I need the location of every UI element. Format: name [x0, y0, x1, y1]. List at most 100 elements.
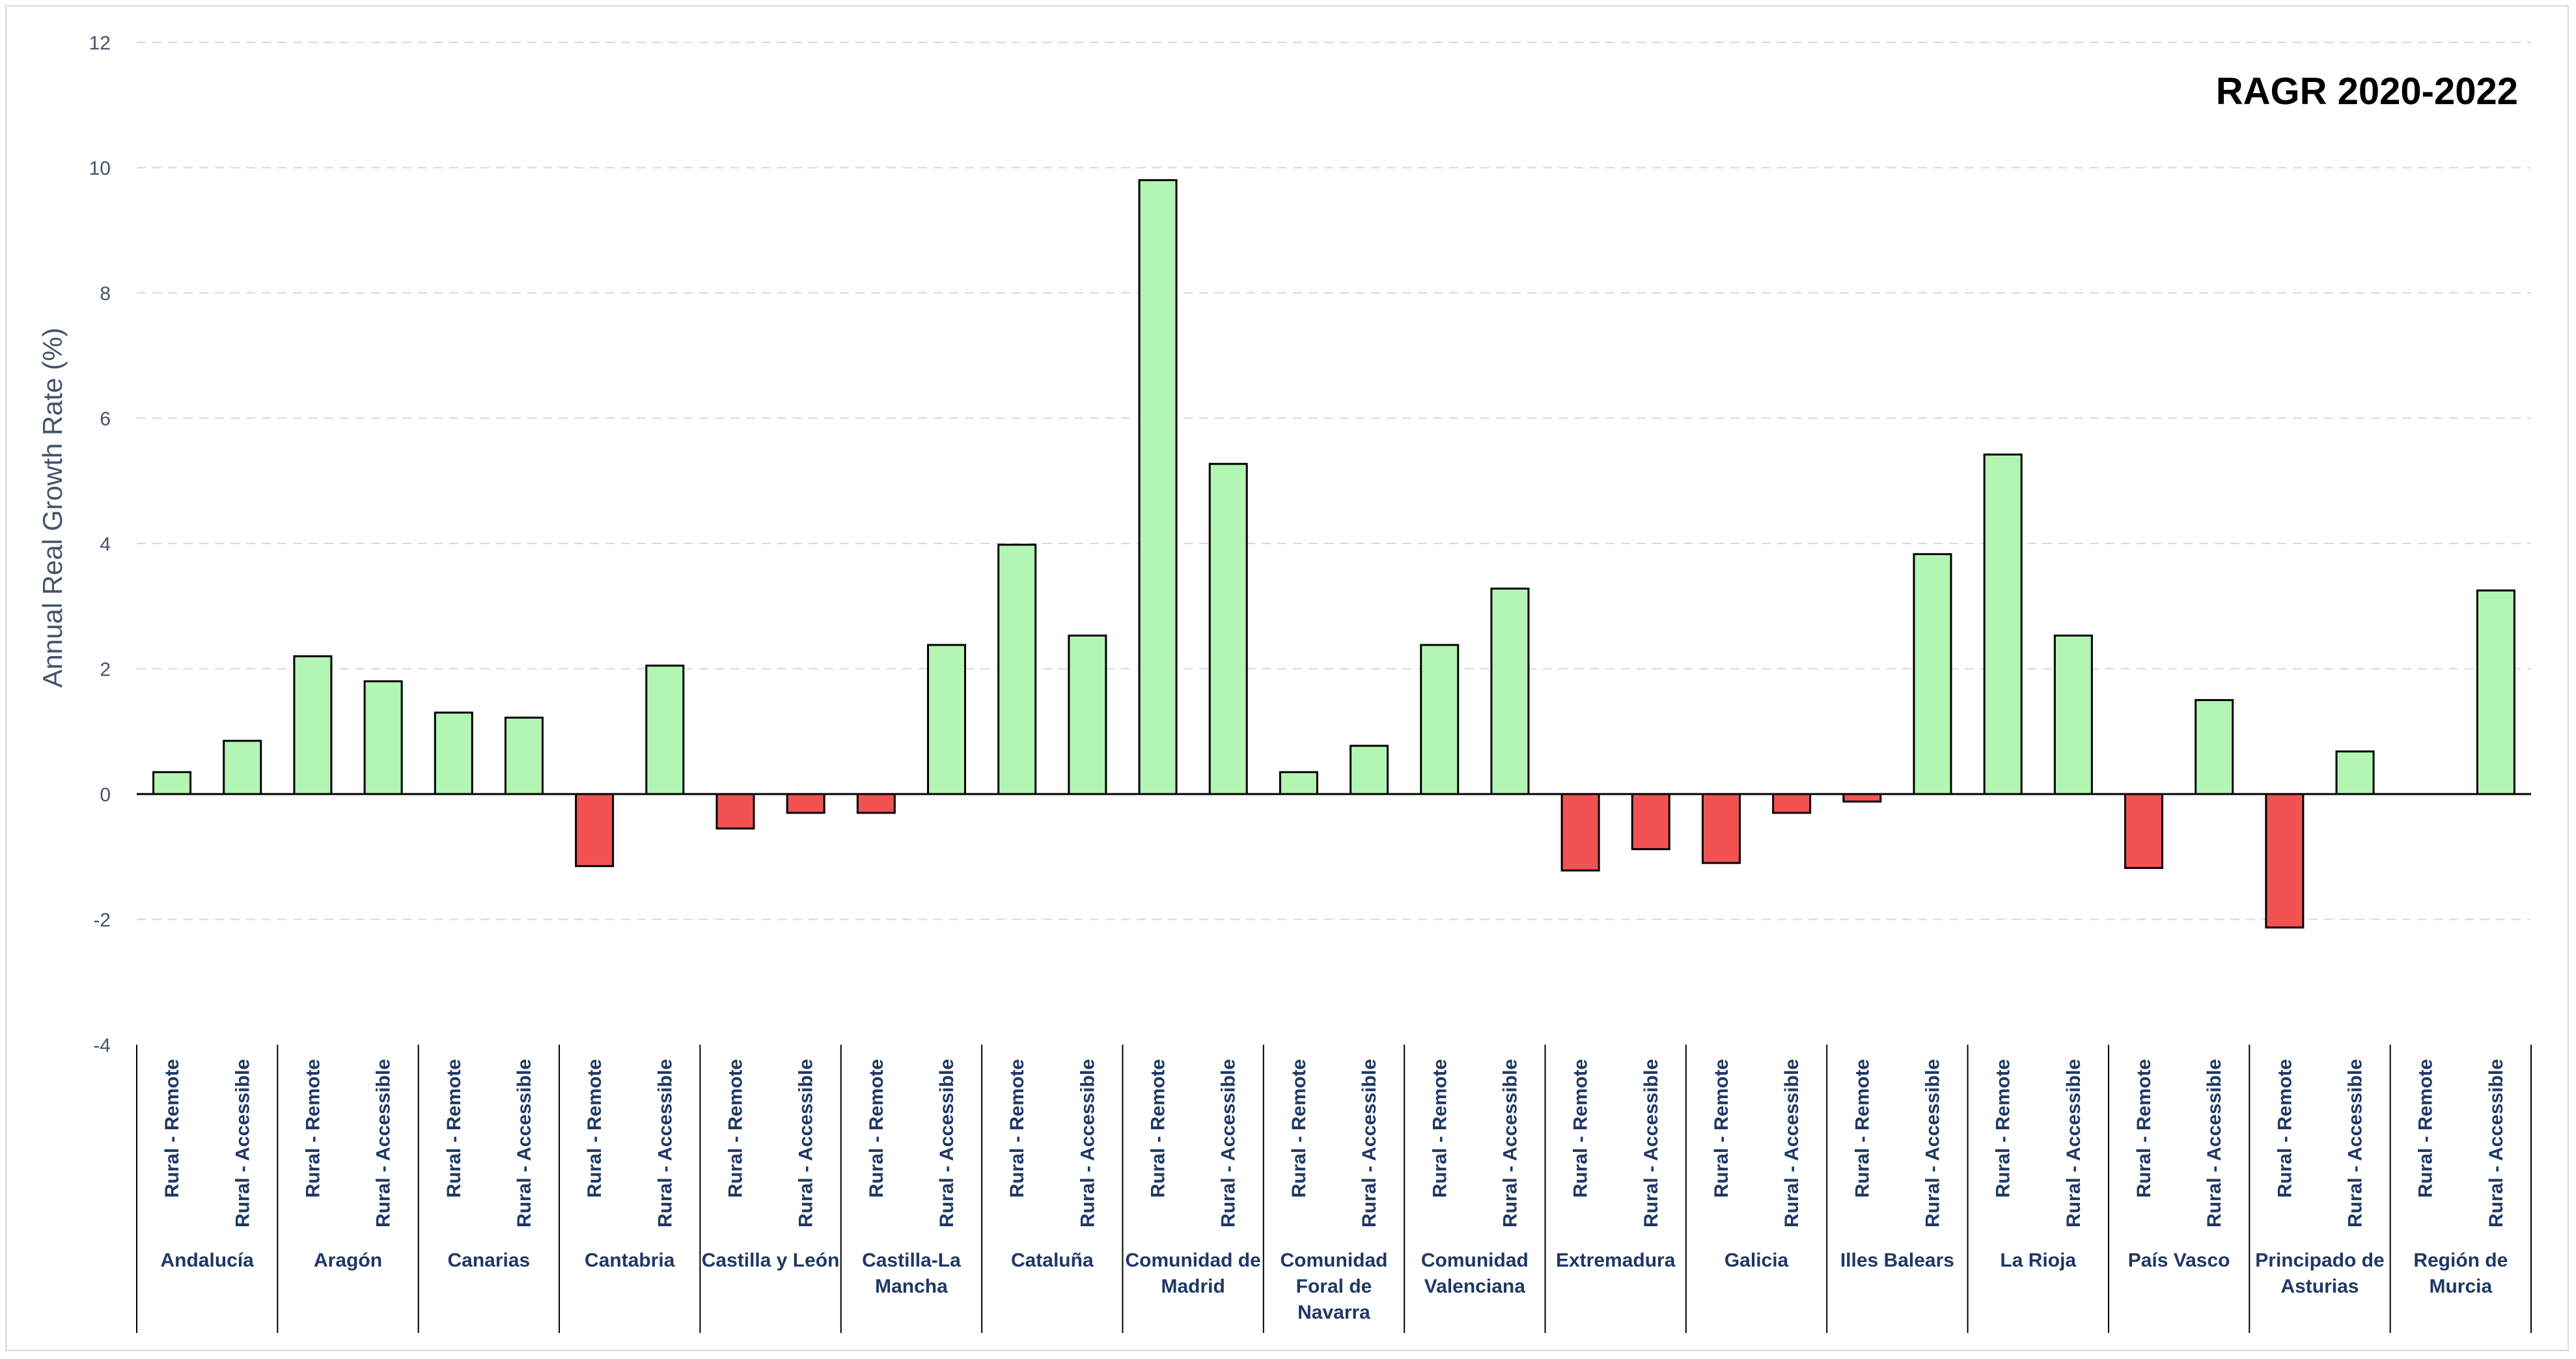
x-subcategory-label: Rural - Remote — [725, 1059, 747, 1198]
bar — [1560, 793, 1600, 872]
x-group-label: Extremadura — [1556, 1250, 1676, 1271]
x-subcategory-label: Rural - Remote — [866, 1059, 887, 1198]
x-group-label: Comunidad — [1421, 1250, 1529, 1271]
x-subcategory-label: Rural - Accessible — [2486, 1059, 2507, 1228]
bar — [1208, 463, 1248, 795]
bar — [223, 739, 262, 795]
bar — [293, 655, 333, 795]
bar — [1350, 745, 1389, 795]
x-subcategory-label: Rural - Accessible — [2345, 1059, 2366, 1228]
x-group-label: Comunidad de — [1125, 1250, 1260, 1271]
x-group-label: Canarias — [448, 1250, 531, 1271]
y-tick-label: 2 — [100, 659, 111, 681]
bar — [2335, 750, 2375, 795]
y-axis-label: Annual Real Growth Rate (%) — [37, 327, 68, 687]
bar — [786, 793, 825, 814]
bar — [434, 711, 473, 795]
bar — [1913, 553, 1952, 795]
x-subcategory-label: Rural - Accessible — [1641, 1059, 1662, 1228]
x-subcategory-label: Rural - Remote — [1711, 1059, 1732, 1198]
bar — [1420, 644, 1460, 795]
x-group-label: Madrid — [1161, 1276, 1225, 1297]
x-subcategory-label: Rural - Remote — [1006, 1059, 1028, 1198]
bar — [2265, 793, 2305, 929]
y-tick-label: 12 — [89, 33, 111, 54]
x-group-label: Cataluña — [1011, 1250, 1094, 1271]
x-subcategory-label: Rural - Accessible — [1359, 1059, 1380, 1228]
x-subcategory-label: Rural - Accessible — [796, 1059, 817, 1228]
x-subcategory-label: Rural - Remote — [1851, 1059, 1873, 1198]
x-group-label: La Rioja — [2000, 1250, 2076, 1271]
x-group-label: Comunidad — [1281, 1250, 1388, 1271]
x-subcategory-label: Rural - Accessible — [1077, 1059, 1098, 1228]
x-subcategory-label: Rural - Accessible — [936, 1059, 958, 1228]
bar — [927, 644, 967, 795]
x-group-label: Foral de — [1296, 1276, 1372, 1297]
chart-title: RAGR 2020-2022 — [2216, 70, 2518, 113]
x-subcategory-label: Rural - Accessible — [2063, 1059, 2084, 1228]
x-subcategory-label: Rural - Accessible — [514, 1059, 535, 1228]
x-group-label: Cantabria — [585, 1250, 675, 1271]
bar — [1842, 793, 1882, 803]
x-subcategory-label: Rural - Remote — [2133, 1059, 2155, 1198]
x-subcategory-label: Rural - Accessible — [654, 1059, 676, 1228]
x-subcategory-label: Rural - Remote — [1288, 1059, 1310, 1198]
x-group-label: Asturias — [2280, 1276, 2359, 1297]
y-tick-label: 6 — [100, 409, 111, 430]
x-group-label: Murcia — [2429, 1276, 2492, 1297]
x-subcategory-label: Rural - Remote — [1429, 1059, 1450, 1198]
x-group-label: Navarra — [1297, 1302, 1370, 1323]
x-subcategory-label: Rural - Accessible — [373, 1059, 395, 1228]
x-group-label: Región de — [2413, 1250, 2508, 1271]
x-subcategory-label: Rural - Accessible — [1781, 1059, 1803, 1228]
x-subcategory-label: Rural - Remote — [1570, 1059, 1592, 1198]
axes: -4 -2 0 2 4 6 8 10 12 — [89, 33, 2532, 1333]
x-subcategory-label: Rural - Remote — [1148, 1059, 1169, 1198]
bar — [856, 793, 896, 814]
x-group-label: Principado de — [2255, 1250, 2384, 1271]
x-subcategory-label: Rural - Accessible — [2204, 1059, 2225, 1228]
bar — [363, 680, 403, 795]
chart-frame: -4 -2 0 2 4 6 8 10 12 Rural - Remote Rural - Acce… — [5, 5, 2569, 1351]
bar — [997, 543, 1037, 795]
bar — [1701, 793, 1741, 864]
x-group-label: Castilla y León — [702, 1250, 840, 1271]
x-group-label: País Vasco — [2128, 1250, 2230, 1271]
bar — [1279, 771, 1318, 795]
x-group-label: Andalucía — [160, 1250, 254, 1271]
bars — [152, 179, 2515, 929]
y-tick-label: 0 — [100, 784, 111, 806]
x-subcategory-label: Rural - Remote — [2415, 1059, 2437, 1198]
x-subcategory-label: Rural - Remote — [584, 1059, 605, 1198]
x-subcategory-label: Rural - Accessible — [1499, 1059, 1521, 1228]
x-group-label: Galicia — [1724, 1250, 1789, 1271]
bar — [1138, 179, 1178, 795]
x-subcategory-label: Rural - Accessible — [1218, 1059, 1240, 1228]
labels: Rural - Remote Rural - Accessible Andalucí… — [160, 1059, 2508, 1323]
x-group-label: Castilla-La — [862, 1250, 961, 1271]
bar — [1068, 634, 1107, 795]
x-subcategory-label: Rural - Remote — [2274, 1059, 2295, 1198]
x-group-label: Mancha — [875, 1276, 948, 1297]
y-tick-label: 4 — [100, 534, 111, 555]
bar-chart: -4 -2 0 2 4 6 8 10 12 Rural - Remote Rural - Acce… — [37, 33, 2532, 1333]
bar — [2124, 793, 2164, 870]
x-subcategory-label: Rural - Remote — [302, 1059, 324, 1198]
bar — [152, 771, 192, 795]
bar — [1772, 793, 1812, 814]
bar — [715, 793, 755, 830]
bar — [1490, 587, 1530, 795]
bar — [1983, 453, 2023, 795]
x-group-label: Illes Balears — [1840, 1250, 1954, 1271]
x-group-label: Valenciana — [1424, 1276, 1525, 1297]
x-subcategory-label: Rural - Remote — [443, 1059, 465, 1198]
y-tick-label: 8 — [100, 283, 111, 305]
bar — [2476, 589, 2515, 795]
bar — [2195, 699, 2234, 795]
bar — [645, 665, 685, 795]
y-tick-label: -2 — [93, 910, 111, 931]
bar — [1631, 793, 1670, 851]
x-subcategory-label: Rural - Accessible — [1922, 1059, 1944, 1228]
bar — [2053, 634, 2093, 795]
x-subcategory-label: Rural - Accessible — [232, 1059, 253, 1228]
